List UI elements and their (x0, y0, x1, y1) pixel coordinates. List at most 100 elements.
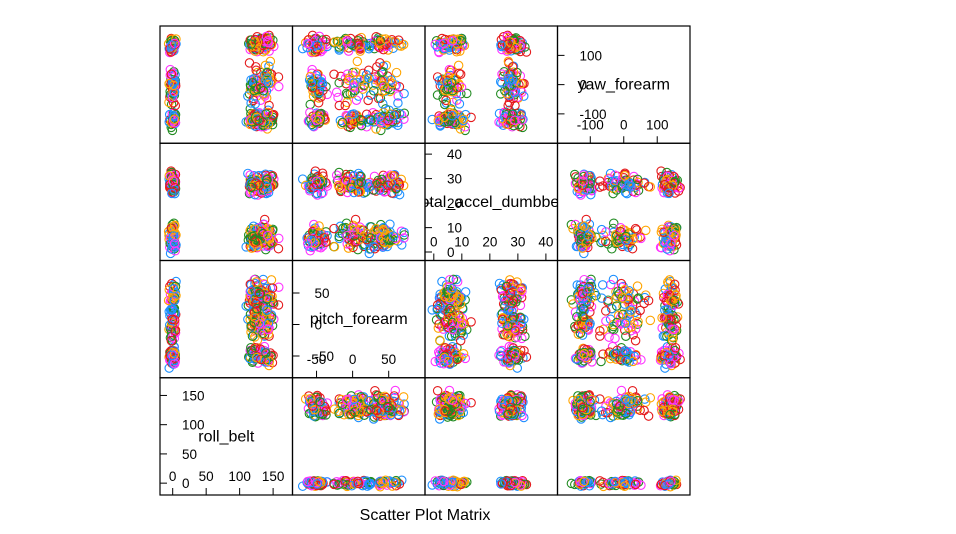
data-point (399, 407, 409, 417)
data-point (386, 75, 396, 85)
data-point (356, 171, 366, 182)
data-point (516, 78, 526, 89)
data-point (662, 304, 672, 315)
data-point (507, 298, 518, 309)
tick-label: 0 (580, 78, 588, 93)
data-point (621, 235, 631, 245)
data-point (258, 86, 269, 96)
data-point (604, 174, 614, 184)
data-point (369, 43, 380, 54)
data-point (274, 282, 284, 292)
data-point (433, 115, 444, 126)
data-point (321, 237, 331, 247)
data-point (302, 476, 313, 487)
data-point (329, 37, 340, 47)
data-point (169, 358, 180, 369)
data-point (364, 395, 374, 406)
data-point (355, 224, 365, 235)
data-point (505, 115, 516, 126)
data-point (580, 317, 590, 327)
data-point (252, 303, 262, 314)
data-point (393, 98, 403, 108)
data-point (441, 95, 451, 106)
data-point (329, 479, 339, 490)
data-point (251, 62, 261, 72)
data-point (363, 95, 373, 106)
data-point (497, 308, 508, 318)
data-point (169, 38, 180, 49)
matrix-cell (566, 274, 685, 373)
data-point (664, 188, 674, 199)
data-point (399, 88, 409, 99)
data-point (439, 38, 449, 49)
data-point (455, 124, 466, 134)
data-point (517, 115, 527, 125)
data-point (575, 328, 586, 339)
data-point (268, 299, 279, 309)
data-point (349, 78, 359, 88)
data-point (620, 318, 631, 329)
data-point (356, 114, 366, 125)
data-point (447, 36, 458, 46)
data-point (248, 350, 259, 360)
tick-label: 0 (447, 245, 455, 260)
data-point (304, 181, 315, 191)
data-point (264, 100, 274, 111)
data-point (663, 277, 673, 287)
data-point (169, 87, 180, 98)
data-point (626, 182, 636, 192)
data-point (583, 325, 594, 335)
data-point (168, 284, 179, 294)
data-point (508, 279, 518, 290)
data-point (604, 347, 615, 357)
data-point (333, 180, 344, 191)
data-point (596, 237, 606, 248)
data-point (517, 410, 527, 421)
matrix-cells: yaw_forearm-100-10000100100total_accel_d… (160, 30, 685, 495)
data-point (507, 75, 518, 85)
data-point (628, 356, 638, 367)
data-point (263, 107, 274, 118)
data-point (517, 333, 527, 344)
data-point (397, 240, 407, 250)
data-point (432, 72, 443, 82)
data-point (170, 100, 181, 111)
data-point (347, 88, 358, 99)
data-point (635, 305, 645, 316)
data-point (466, 398, 476, 408)
data-point (496, 479, 506, 489)
data-point (336, 186, 346, 197)
data-point (502, 39, 513, 50)
data-point (263, 78, 274, 88)
data-point (615, 223, 626, 233)
data-point (316, 92, 326, 102)
data-point (432, 300, 443, 310)
data-point (573, 173, 583, 183)
tick-label: 50 (199, 469, 214, 484)
data-point (393, 178, 404, 188)
data-point (595, 176, 605, 186)
data-point (496, 35, 507, 45)
matrix-cell (427, 385, 532, 492)
matrix-cell (297, 30, 410, 136)
data-point (610, 333, 620, 344)
data-point (346, 409, 356, 420)
data-point (645, 393, 656, 403)
data-point (669, 295, 679, 306)
data-point (454, 293, 465, 303)
data-point (442, 77, 453, 88)
data-point (334, 78, 344, 88)
data-point (443, 71, 454, 82)
data-point (361, 234, 372, 245)
data-point (374, 42, 384, 52)
data-point (445, 115, 455, 125)
data-point (608, 218, 619, 229)
data-point (350, 237, 361, 247)
data-point (314, 114, 324, 124)
data-point (626, 305, 636, 315)
data-point (497, 345, 507, 356)
tick-label: 40 (538, 235, 553, 250)
data-point (336, 119, 347, 130)
data-point (620, 187, 631, 198)
